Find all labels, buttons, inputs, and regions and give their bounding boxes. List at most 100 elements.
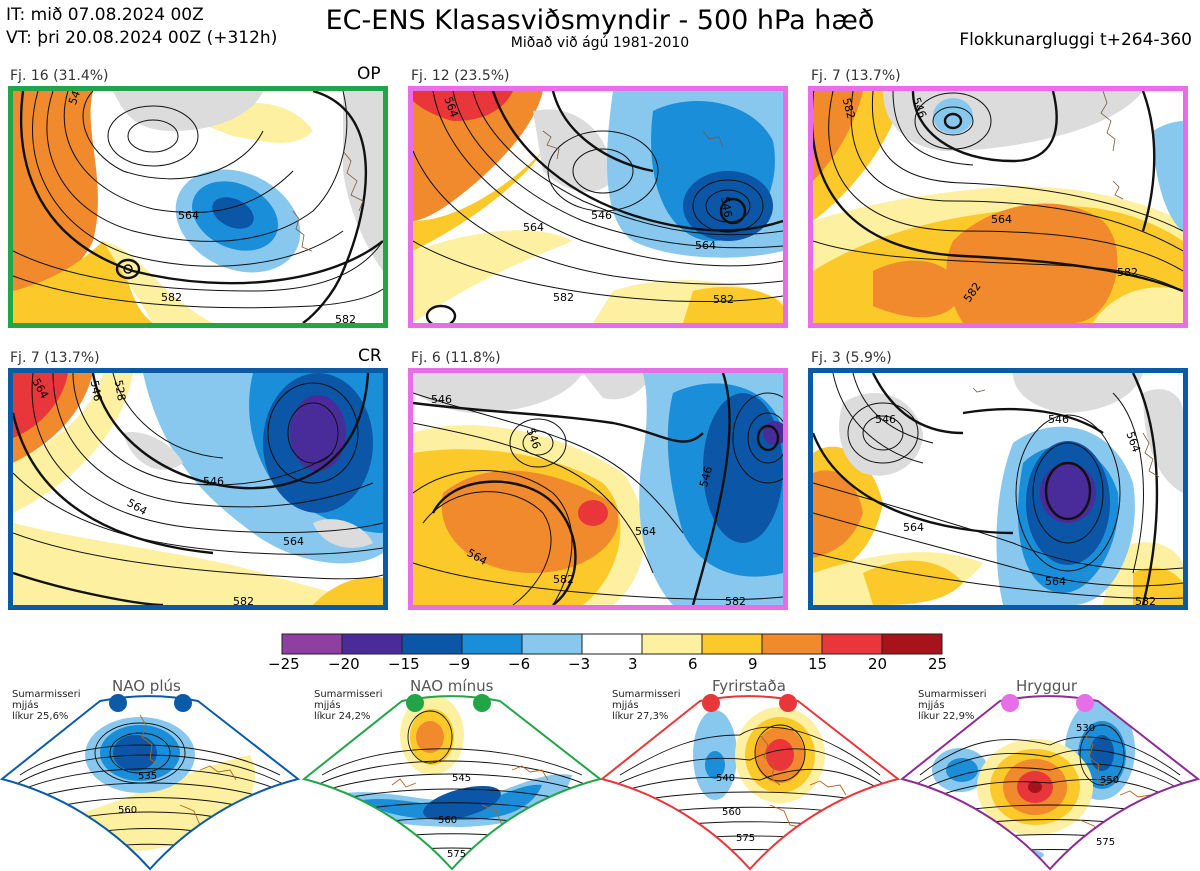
- contour-label: 564: [178, 209, 199, 222]
- panel-3-label: Fj. 7 (13.7%): [811, 68, 901, 84]
- regime-ridge: Sumarmisseri mjjás líkur 22,9% Hryggur: [900, 675, 1200, 871]
- note-line: mjjás: [314, 700, 341, 711]
- colorbar-swatch: [341, 633, 403, 655]
- colorbar-tick-label: 6: [688, 655, 698, 673]
- cluster-map-3: 582 564 546 582 582: [808, 86, 1188, 328]
- colorbar-tick-label: −20: [328, 655, 360, 673]
- colorbar-tick-label: 3: [628, 655, 638, 673]
- contour-label: 560: [722, 807, 741, 818]
- colorbar-swatch: [281, 633, 343, 655]
- regime-note: Sumarmisseri mjjás líkur 22,9%: [918, 689, 986, 722]
- colorbar-swatch: [821, 633, 883, 655]
- colorbar-swatch: [641, 633, 703, 655]
- note-line: Sumarmisseri: [314, 689, 383, 700]
- note-line: mjjás: [612, 700, 639, 711]
- contour-label: 546: [431, 393, 452, 406]
- note-line: líkur 25,6%: [12, 711, 69, 722]
- page-title: EC-ENS Klasasviðsmyndir - 500 hPa hæð: [325, 5, 875, 36]
- regime-title: Fyrirstaða: [712, 677, 786, 695]
- contour-label: 550: [1100, 775, 1119, 786]
- note-line: Sumarmisseri: [12, 689, 81, 700]
- colorbar: [280, 633, 944, 659]
- cluster-map-5: 546 546 564 564 546 582 582: [408, 368, 788, 610]
- contour-label: 582: [725, 595, 746, 605]
- contour-label: 564: [125, 496, 150, 518]
- panel-6-label: Fj. 3 (5.9%): [811, 350, 892, 366]
- colorbar-swatch: [521, 633, 583, 655]
- contour-label: 564: [991, 213, 1012, 226]
- colorbar-tick-label: 15: [808, 655, 828, 673]
- contour-label: 560: [438, 815, 457, 826]
- contour-label: 575: [1096, 837, 1115, 848]
- contour-label: 564: [283, 535, 304, 548]
- note-line: Sumarmisseri: [918, 689, 987, 700]
- contour-label: 560: [118, 805, 137, 816]
- colorbar-tick-label: 20: [868, 655, 888, 673]
- valid-time: VT: þri 20.08.2024 00Z (+312h): [6, 28, 278, 48]
- page-title-block: EC-ENS Klasasviðsmyndir - 500 hPa hæð Mi…: [0, 5, 1200, 51]
- panel-5-label: Fj. 6 (11.8%): [411, 350, 501, 366]
- panel-2-label: Fj. 12 (23.5%): [411, 68, 510, 84]
- contour-label: 582: [233, 595, 254, 605]
- contour-label: 582: [713, 293, 734, 306]
- contour-label: 535: [138, 771, 157, 782]
- regime-title: Hryggur: [1016, 677, 1078, 695]
- panel-1-label: Fj. 16 (31.4%): [10, 68, 109, 84]
- regime-note: Sumarmisseri mjjás líkur 27,3%: [612, 689, 680, 722]
- contour-label: 546: [875, 413, 896, 426]
- panel-4-tag: CR: [358, 346, 382, 366]
- colorbar-swatch: [581, 633, 643, 655]
- page-subtitle: Miðað við ágú 1981-2010: [510, 35, 690, 51]
- regime-nao-plus: Sumarmisseri mjjás líkur 25,6% NAO plús: [0, 675, 300, 871]
- colorbar-swatch: [881, 633, 943, 655]
- note-line: líkur 27,3%: [612, 711, 669, 722]
- contour-label: 546: [591, 209, 612, 222]
- colorbar-swatch: [701, 633, 763, 655]
- contour-label: 545: [452, 773, 471, 784]
- contour-label: 540: [716, 773, 735, 784]
- contour-label: 528: [112, 379, 128, 402]
- note-line: líkur 24,2%: [314, 711, 371, 722]
- contour-label: 546: [1048, 413, 1069, 426]
- colorbar-swatch: [761, 633, 823, 655]
- contour-label: 564: [635, 525, 656, 538]
- contour-label: 582: [553, 573, 574, 586]
- colorbar-tick-label: −25: [268, 655, 300, 673]
- note-line: Sumarmisseri: [612, 689, 681, 700]
- contour-label: 582: [335, 313, 356, 323]
- cluster-map-1: 564 546 582 582: [8, 86, 388, 328]
- panel-4-label: Fj. 7 (13.7%): [10, 350, 100, 366]
- contour-label: 582: [553, 291, 574, 304]
- contour-label: 546: [88, 379, 104, 402]
- contour-label: 582: [161, 291, 182, 304]
- contour-label: 582: [1117, 266, 1138, 279]
- contour-label: 530: [1076, 723, 1095, 734]
- cluster-map-6: 546 546 564 564 564 582: [808, 368, 1188, 610]
- panel-1-tag: OP: [357, 64, 381, 84]
- colorbar-tick-label: 9: [748, 655, 758, 673]
- contour-label: 546: [697, 465, 715, 489]
- regime-note: Sumarmisseri mjjás líkur 24,2%: [314, 689, 382, 722]
- colorbar-tick-label: −6: [508, 655, 531, 673]
- colorbar-tick-label: −9: [448, 655, 471, 673]
- contour-label: 582: [840, 96, 858, 120]
- cluster-map-2: 564 546 546 564 564 582 582: [408, 86, 788, 328]
- contour-label: 575: [736, 833, 755, 844]
- contour-label: 564: [523, 221, 544, 234]
- regime-blocking: Sumarmisseri mjjás líkur 27,3% Fyrirstað…: [600, 675, 900, 871]
- contour-label: 564: [903, 521, 924, 534]
- note-line: mjjás: [918, 700, 945, 711]
- run-info: IT: mið 07.08.2024 00Z VT: þri 20.08.202…: [6, 4, 277, 50]
- colorbar-tick-label: −3: [568, 655, 591, 673]
- init-time: IT: mið 07.08.2024 00Z: [6, 5, 204, 25]
- contour-label: 582: [1135, 595, 1156, 605]
- contour-label: 575: [447, 849, 466, 860]
- contour-label: 564: [1045, 575, 1066, 588]
- colorbar-swatch: [401, 633, 463, 655]
- contour-label: 546: [203, 475, 224, 488]
- cluster-window: Flokkunargluggi t+264-360: [959, 30, 1192, 50]
- colorbar-swatch: [461, 633, 523, 655]
- regime-nao-minus: Sumarmisseri mjjás líkur 24,2% NAO mínus: [302, 675, 602, 871]
- note-line: líkur 22,9%: [918, 711, 975, 722]
- colorbar-tick-label: −15: [388, 655, 420, 673]
